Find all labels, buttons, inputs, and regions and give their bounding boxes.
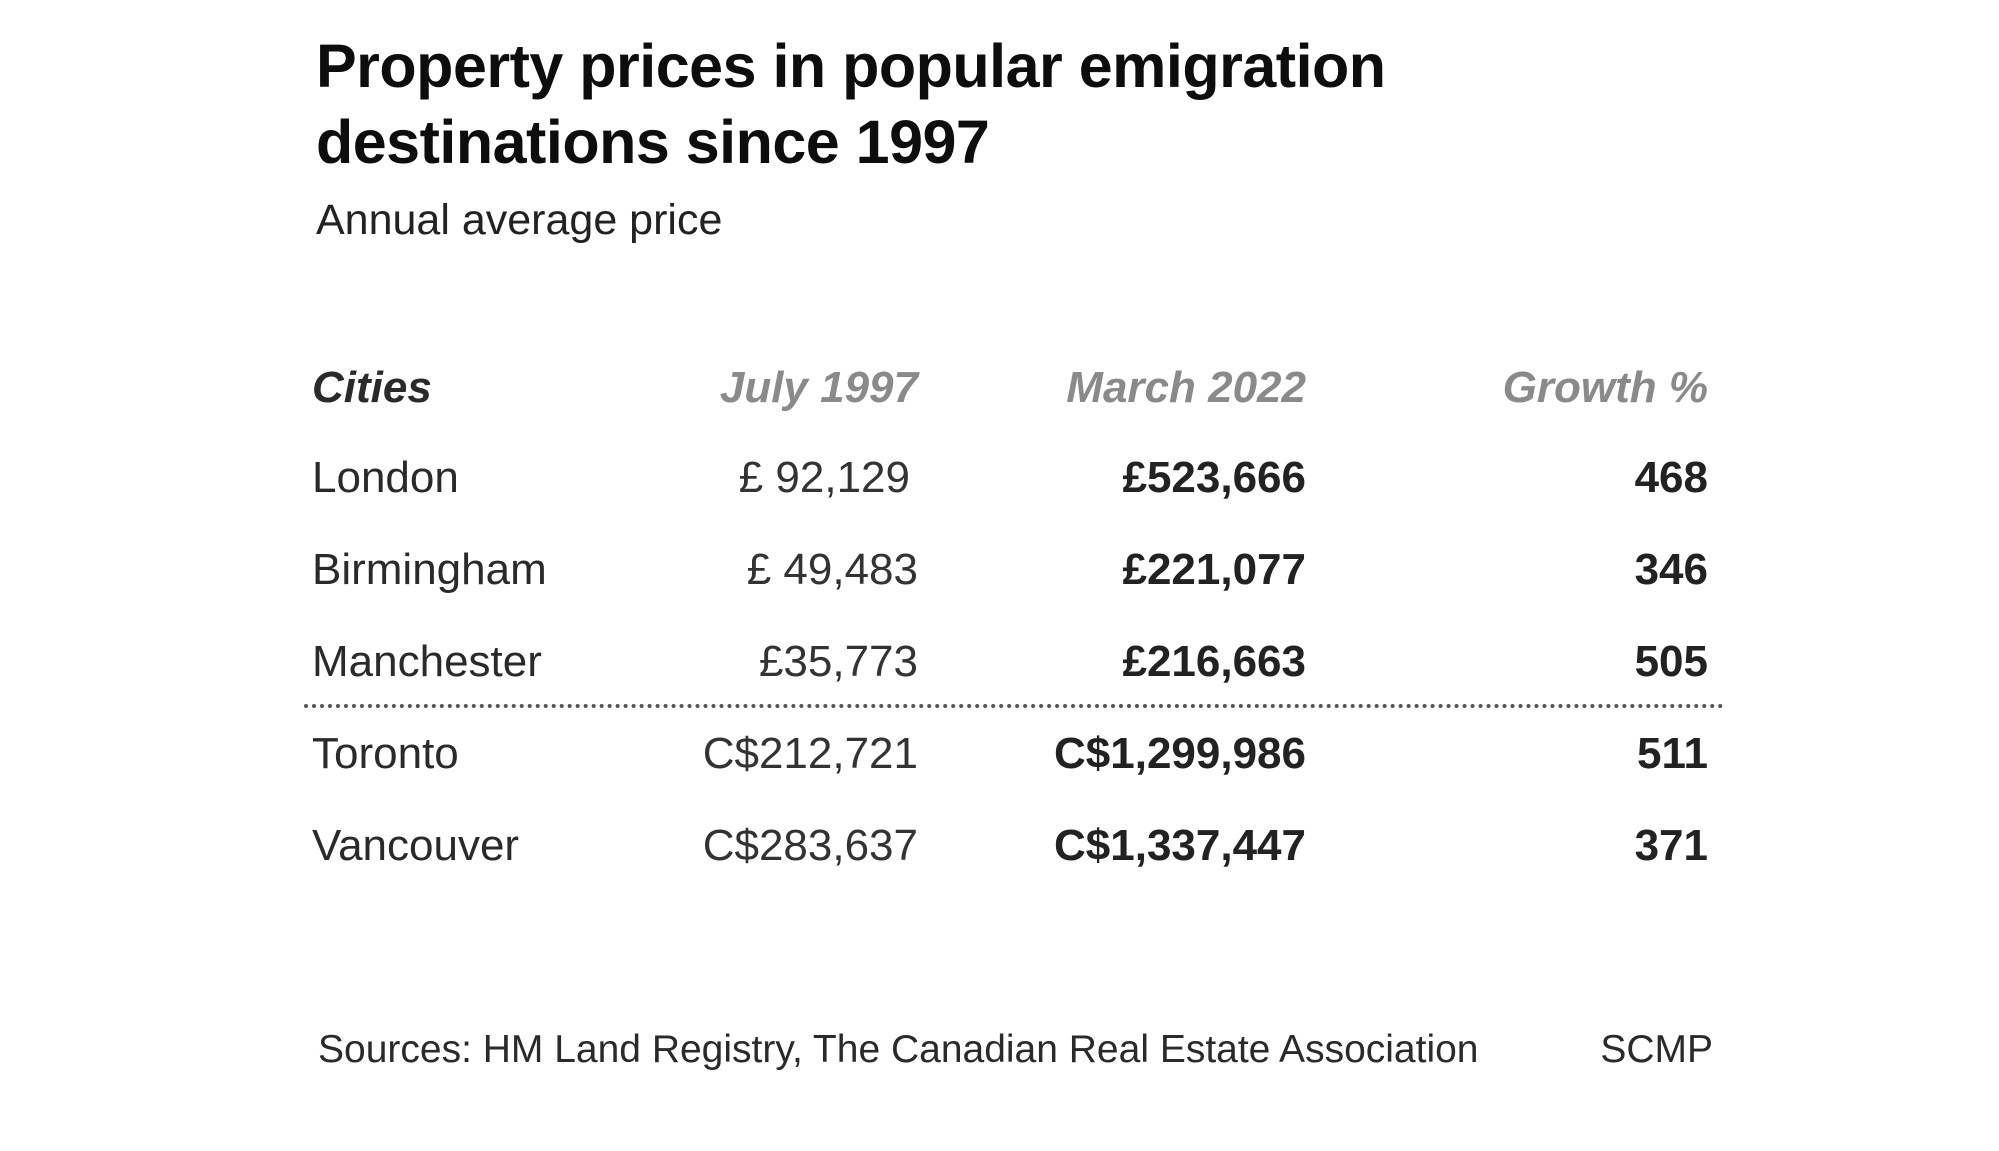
cell-july-1997: C$283,637 <box>702 821 918 870</box>
cell-city: Vancouver <box>312 821 520 870</box>
cell-growth: 505 <box>1634 637 1708 686</box>
cell-growth: 468 <box>1634 453 1708 502</box>
cell-march-2022: C$1,299,986 <box>1054 729 1306 778</box>
cell-city: Toronto <box>312 729 459 778</box>
cell-growth: 371 <box>1634 821 1708 870</box>
column-header-growth: Growth % <box>1502 363 1708 412</box>
cell-march-2022: £216,663 <box>1122 637 1306 686</box>
source-note: Sources: HM Land Registry, The Canadian … <box>318 1028 1479 1071</box>
cell-city: Birmingham <box>312 545 547 594</box>
cell-march-2022: £221,077 <box>1122 545 1306 594</box>
cell-growth: 511 <box>1637 729 1708 778</box>
credit-label: SCMP <box>1600 1028 1713 1071</box>
cell-march-2022: £523,666 <box>1122 453 1306 502</box>
cell-july-1997: £35,773 <box>758 637 918 686</box>
cell-city: Manchester <box>312 637 542 686</box>
column-header-july-1997: July 1997 <box>719 363 918 412</box>
cell-july-1997: £ 92,129 <box>738 453 910 502</box>
cell-july-1997: C$212,721 <box>702 729 918 778</box>
cell-growth: 346 <box>1634 545 1708 594</box>
column-header-cities: Cities <box>312 363 432 412</box>
chart-subtitle: Annual average price <box>316 196 723 244</box>
chart-title: Property prices in popular emigration de… <box>316 32 1386 176</box>
column-header-march-2022: March 2022 <box>1066 363 1306 412</box>
cell-march-2022: C$1,337,447 <box>1054 821 1306 870</box>
cell-july-1997: £ 49,483 <box>746 545 918 594</box>
dotted-divider <box>304 704 1724 708</box>
cell-city: London <box>312 453 459 502</box>
